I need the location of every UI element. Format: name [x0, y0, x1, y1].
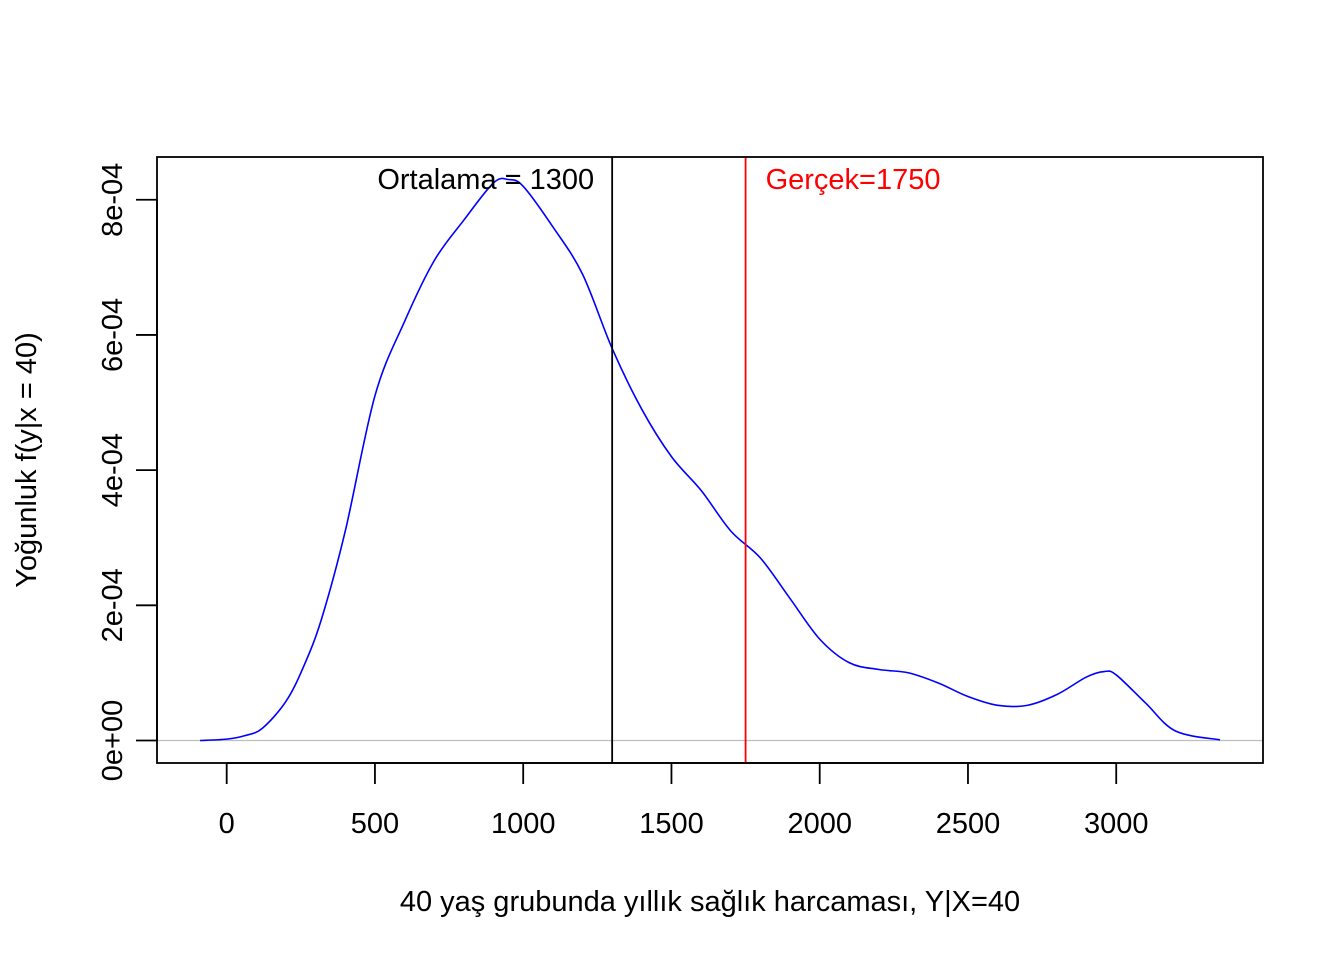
density-curve-0 — [199, 177, 1221, 742]
x-tick-label-4: 2000 — [787, 808, 852, 840]
x-tick-label-1: 500 — [351, 808, 399, 840]
x-axis: 0 500 1000 1500 2000 2500 3000 — [219, 762, 1149, 840]
vline-label-1: Gerçek=1750 — [766, 164, 941, 196]
y-tick-label-3: 6e-04 — [97, 298, 129, 372]
x-tick-label-6: 3000 — [1084, 808, 1149, 840]
y-tick-label-1: 2e-04 — [97, 568, 129, 642]
x-tick-label-3: 1500 — [639, 808, 704, 840]
y-axis-label: Yoğunluk f(y|x = 40) — [11, 332, 43, 588]
x-tick-label-2: 1000 — [491, 808, 556, 840]
vline-label-0: Ortalama = 1300 — [377, 164, 594, 196]
x-axis-label: 40 yaş grubunda yıllık sağlık harcaması,… — [400, 886, 1020, 918]
x-tick-label-0: 0 — [219, 808, 235, 840]
x-tick-label-5: 2500 — [936, 808, 1001, 840]
plot-area: Ortalama = 1300 Gerçek=1750 — [156, 156, 1264, 764]
y-tick-label-4: 8e-04 — [97, 163, 129, 237]
y-tick-label-0: 0e+00 — [97, 700, 129, 781]
y-axis: 0e+00 2e-04 4e-04 6e-04 8e-04 — [97, 163, 158, 781]
y-tick-label-2: 4e-04 — [97, 433, 129, 507]
